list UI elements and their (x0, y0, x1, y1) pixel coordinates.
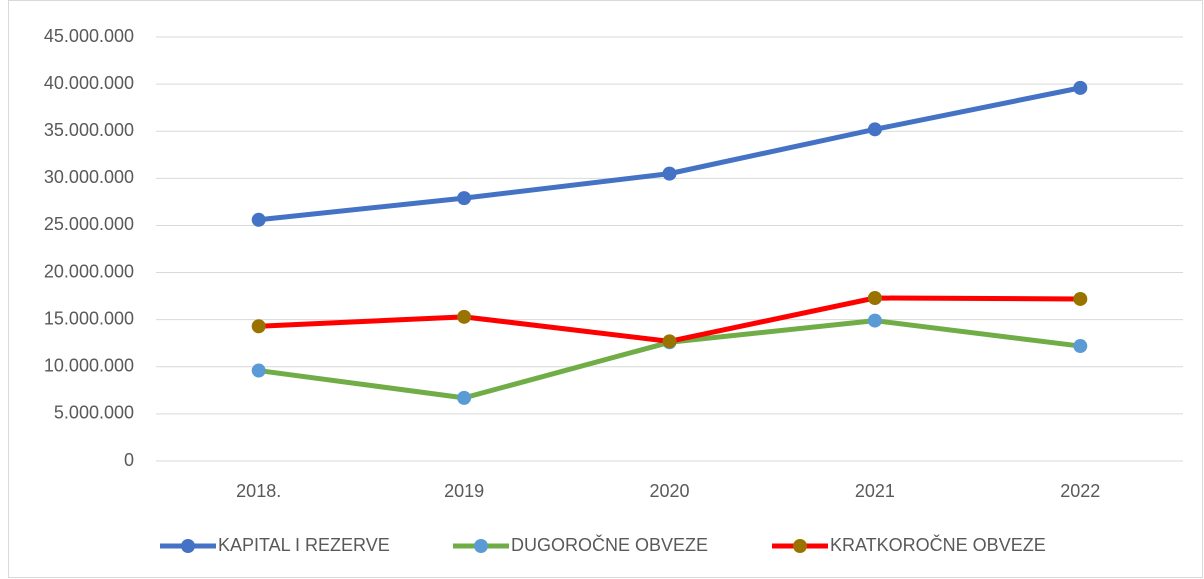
marker (251, 319, 266, 334)
y-tick-label: 20.000.000 (44, 261, 134, 281)
y-tick-label: 0 (124, 450, 134, 470)
y-tick-label: 30.000.000 (44, 167, 134, 187)
y-tick-label: 25.000.000 (44, 214, 134, 234)
marker (457, 390, 472, 405)
marker (457, 309, 472, 324)
legend-marker (181, 539, 195, 553)
x-tick-label: 2020 (649, 481, 689, 501)
x-tick-label: 2019 (444, 481, 484, 501)
x-tick-label: 2021 (855, 481, 895, 501)
marker (251, 212, 266, 227)
y-tick-label: 15.000.000 (44, 308, 134, 328)
y-tick-label: 40.000.000 (44, 73, 134, 93)
marker (1073, 80, 1088, 95)
y-tick-label: 35.000.000 (44, 120, 134, 140)
legend-marker (474, 539, 488, 553)
marker (662, 334, 677, 349)
y-tick-label: 45.000.000 (44, 26, 134, 46)
x-tick-label: 2018. (236, 481, 281, 501)
legend-marker (793, 539, 807, 553)
marker (867, 313, 882, 328)
marker (1073, 339, 1088, 354)
legend-label: DUGOROČNE OBVEZE (511, 534, 708, 555)
marker (1073, 291, 1088, 306)
marker (867, 122, 882, 137)
marker (251, 363, 266, 378)
marker (867, 290, 882, 305)
legend-label: KAPITAL I REZERVE (218, 535, 390, 555)
x-tick-label: 2022 (1060, 481, 1100, 501)
marker (457, 191, 472, 206)
y-tick-label: 5.000.000 (54, 403, 134, 423)
chart-frame (8, 0, 1203, 578)
y-tick-label: 10.000.000 (44, 356, 134, 376)
marker (662, 166, 677, 181)
legend-label: KRATKOROČNE OBVEZE (830, 534, 1046, 555)
